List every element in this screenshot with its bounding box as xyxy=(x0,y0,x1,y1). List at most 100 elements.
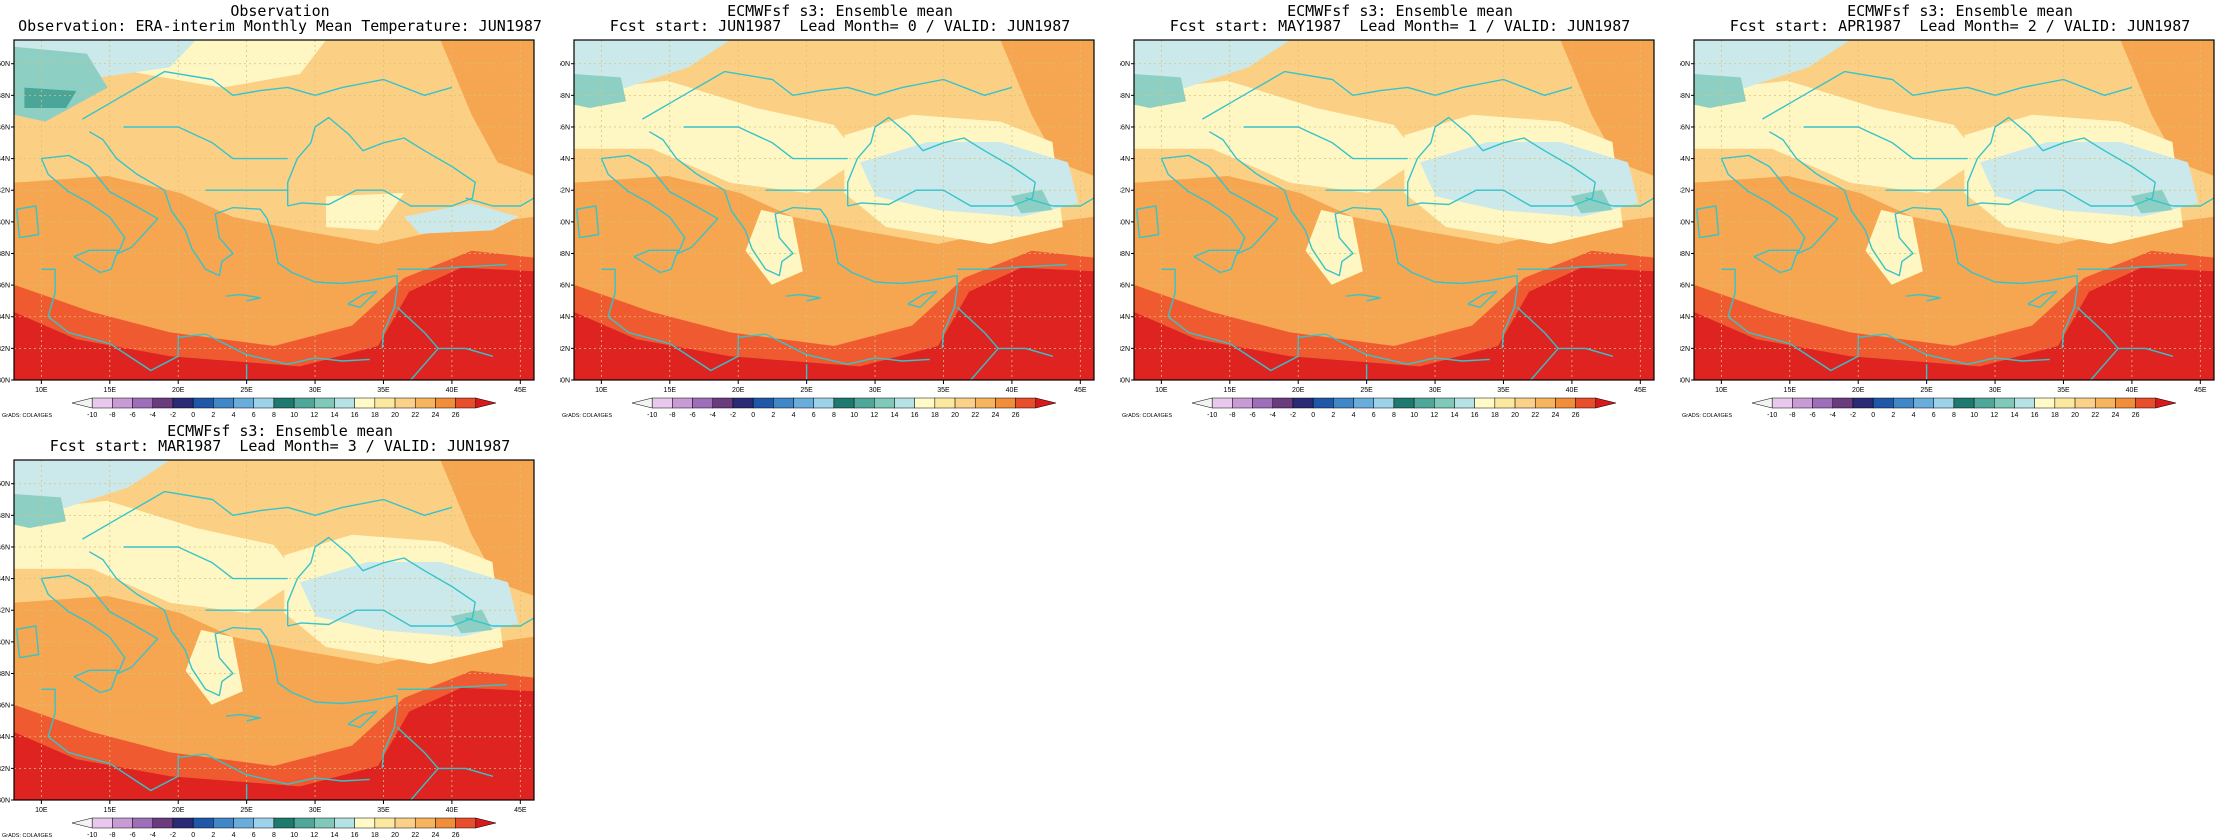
panel-title-line1: ECMWFsf s3: Ensemble mean xyxy=(1847,2,2073,20)
x-tick-label: 45E xyxy=(514,387,527,394)
colorbar-label: 4 xyxy=(232,412,236,419)
colorbar-label: 26 xyxy=(1012,412,1020,419)
colorbar-label: 22 xyxy=(971,412,979,419)
colorbar-label: 16 xyxy=(1471,412,1479,419)
colorbar-label: 2 xyxy=(1891,412,1895,419)
coastline xyxy=(1753,249,1799,274)
colorbar-swatch xyxy=(132,817,154,829)
y-tick-label: 46N xyxy=(0,124,10,131)
coastline xyxy=(226,713,261,722)
map-svg: 10E 15E 20E 25E 30E 35E 40E 45E 30N 32N 34N 36N 38N 4… xyxy=(560,39,1095,419)
colorbar-label: 4 xyxy=(792,412,796,419)
colorbar-swatch xyxy=(1534,397,1556,409)
coastline xyxy=(600,154,719,255)
colorbar-label: 18 xyxy=(371,832,379,839)
y-tick-label: 50N xyxy=(0,61,10,68)
colorbar-swatch xyxy=(253,397,275,409)
colorbar-swatch xyxy=(1792,397,1813,409)
colorbar-swatch xyxy=(2074,397,2096,409)
x-tick-label: 30E xyxy=(309,807,322,814)
y-tick-label: 42N xyxy=(1120,188,1130,195)
pale-zone xyxy=(574,80,860,193)
colorbar-swatch xyxy=(1474,397,1496,409)
colorbar-label: 26 xyxy=(452,832,460,839)
coastline xyxy=(601,268,930,372)
y-tick-label: 42N xyxy=(0,608,10,615)
grads-credit: GrADS: COLA/IGES xyxy=(1122,413,1172,419)
colorbar-swatch xyxy=(1872,397,1894,409)
colorbar-swatch xyxy=(692,397,714,409)
colorbar-swatch xyxy=(631,397,653,409)
axes: 10E 15E 20E 25E 30E 35E 40E 45E 30N 32N 34N 36N 38N 4… xyxy=(0,481,527,814)
y-tick-label: 38N xyxy=(0,251,10,258)
colorbar-label: 24 xyxy=(1552,412,1560,419)
colorbar-swatch xyxy=(1373,397,1395,409)
cool-zone xyxy=(1134,74,1186,108)
colorbar-swatch xyxy=(314,397,335,409)
colorbar-swatch xyxy=(1494,397,1516,409)
coastline xyxy=(826,218,958,349)
colorbar-label: 12 xyxy=(1430,412,1438,419)
x-tick-label: 25E xyxy=(240,807,253,814)
y-tick-label: 40N xyxy=(0,219,10,226)
colorbar-swatch xyxy=(455,397,477,409)
y-tick-label: 46N xyxy=(1120,124,1130,131)
colorbar-swatch xyxy=(213,817,234,829)
orange-zone xyxy=(1560,40,1654,176)
coastline xyxy=(1530,347,1559,380)
colorbar-swatch xyxy=(253,817,275,829)
x-tick-label: 30E xyxy=(1429,387,1442,394)
colorbar-swatch xyxy=(475,397,497,409)
coastline xyxy=(73,669,119,694)
orange-zone xyxy=(440,460,534,596)
y-tick-label: 44N xyxy=(560,156,570,163)
coastline xyxy=(1696,205,1720,239)
panel-forecast-lead1: ECMWFsf s3: Ensemble mean Fcst start: MA… xyxy=(1120,0,1680,420)
y-tick-label: 32N xyxy=(1680,346,1690,353)
panel-forecast-lead2: ECMWFsf s3: Ensemble mean Fcst start: AP… xyxy=(1680,0,2240,420)
map-svg: 10E 15E 20E 25E 30E 35E 40E 45E 30N 32N 34N 36N 38N 4… xyxy=(0,459,535,839)
x-tick-label: 40E xyxy=(1566,387,1579,394)
colorbar-label: 20 xyxy=(391,412,399,419)
colorbar-swatch xyxy=(414,817,436,829)
coastline xyxy=(1467,290,1498,308)
colorbar-swatch xyxy=(934,397,956,409)
colorbar-label: -2 xyxy=(170,412,176,419)
coastline xyxy=(40,574,159,675)
colorbar-swatch xyxy=(651,397,673,409)
colorbar-label: 6 xyxy=(252,832,256,839)
colorbar-swatch xyxy=(853,397,875,409)
y-tick-label: 34N xyxy=(1120,314,1130,321)
colorbar-label: -8 xyxy=(1789,412,1795,419)
colorbar-label: -6 xyxy=(129,412,135,419)
coastline xyxy=(533,158,534,160)
x-tick-label: 40E xyxy=(2126,387,2139,394)
coastline xyxy=(410,767,439,800)
coastline xyxy=(1762,70,2133,120)
coastline xyxy=(1386,218,1518,349)
y-tick-label: 42N xyxy=(560,188,570,195)
map-frame xyxy=(13,39,535,381)
colorbar-label: -6 xyxy=(1809,412,1815,419)
x-tick-label: 30E xyxy=(309,387,322,394)
cool-zone xyxy=(450,609,493,634)
colorbar-swatch xyxy=(192,397,214,409)
coastline xyxy=(41,268,370,372)
map-area xyxy=(14,460,534,800)
coastline xyxy=(1136,205,1160,239)
coastline xyxy=(907,290,938,308)
coastline xyxy=(633,249,679,274)
x-tick-label: 45E xyxy=(514,807,527,814)
colorbar-swatch xyxy=(2014,397,2035,409)
colorbar-label: 20 xyxy=(2071,412,2079,419)
colorbar-label: 24 xyxy=(432,832,440,839)
colorbar-label: 8 xyxy=(1392,412,1396,419)
colorbar-swatch xyxy=(152,817,174,829)
colorbar-label: -4 xyxy=(150,412,156,419)
coastline xyxy=(465,617,534,627)
red-zone xyxy=(574,267,1094,380)
colorbar-swatch xyxy=(793,397,814,409)
coastline xyxy=(266,638,398,769)
red-zone xyxy=(14,267,534,380)
panel-title-line2: Fcst start: MAY1987 Lead Month= 1 / VALI… xyxy=(1169,17,1631,35)
